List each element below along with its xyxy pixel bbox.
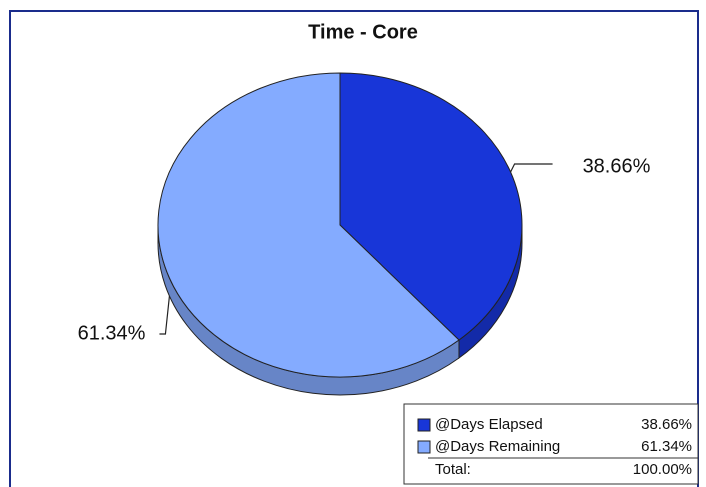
- legend-label: @Days Remaining: [435, 438, 560, 455]
- legend-swatch: [417, 418, 431, 432]
- pie: 38.66% 61.34%: [78, 72, 651, 396]
- leader-line: [510, 163, 553, 173]
- chart-title: Time - Core: [308, 21, 418, 43]
- legend-label: @Days Elapsed: [435, 416, 543, 433]
- leader-line: [159, 295, 171, 335]
- legend-total: 100.00%: [633, 461, 692, 478]
- slice: [157, 72, 460, 378]
- legend-box: [403, 403, 699, 485]
- data-label: 61.34%: [78, 322, 146, 344]
- data-label: 38.66%: [583, 155, 651, 177]
- legend-total-label: Total:: [435, 461, 471, 478]
- legend-swatch: [417, 440, 431, 454]
- legend-value: 61.34%: [641, 438, 692, 455]
- legend-value: 38.66%: [641, 416, 692, 433]
